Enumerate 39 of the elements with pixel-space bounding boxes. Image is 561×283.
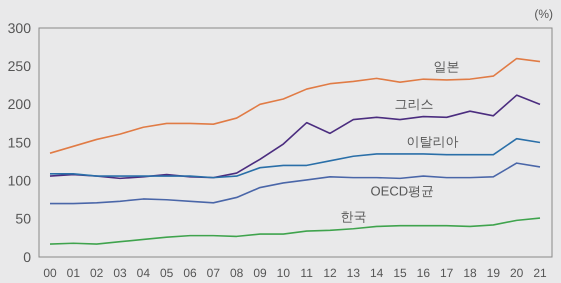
x-tick-label: 10 (276, 266, 290, 280)
series-label: 이탈리아 (406, 134, 459, 149)
x-tick-label: 12 (323, 266, 337, 280)
x-tick-label: 04 (136, 266, 150, 280)
x-tick-label: 15 (393, 266, 407, 280)
series-label: 그리스 (394, 96, 434, 112)
x-tick-label: 20 (510, 266, 524, 280)
x-tick-label: 00 (43, 266, 57, 280)
series-label: OECD평균 (370, 183, 434, 198)
x-tick-label: 11 (300, 266, 314, 280)
x-tick-label: 19 (486, 266, 500, 280)
x-tick-label: 18 (463, 266, 477, 280)
x-tick-label: 06 (183, 266, 197, 280)
x-tick-label: 17 (440, 266, 454, 280)
line-series (49, 58, 541, 154)
line-series (49, 94, 541, 180)
series-label: 한국 (340, 208, 366, 224)
line-series (49, 138, 541, 178)
x-tick-label: 08 (230, 266, 244, 280)
x-tick-label: 14 (370, 266, 384, 280)
y-tick-label: 0 (23, 248, 32, 265)
y-tick-label: 150 (8, 134, 32, 150)
x-tick-label: 03 (113, 266, 127, 280)
x-tick-label: 21 (533, 266, 547, 280)
x-tick-label: 09 (253, 266, 267, 280)
line-series (49, 162, 541, 204)
series-label: 일본 (434, 58, 460, 74)
x-tick-label: 02 (90, 266, 104, 280)
text: (%) (534, 7, 553, 21)
x-tick-label: 16 (416, 266, 430, 280)
y-tick-label: 250 (8, 58, 32, 74)
y-tick-label: 300 (8, 20, 32, 36)
x-tick-label: 01 (66, 266, 80, 280)
y-tick-label: 200 (8, 96, 32, 112)
x-tick-label: 07 (206, 266, 220, 280)
y-tick-label: 100 (8, 172, 32, 189)
y-tick-label: 50 (15, 210, 32, 227)
x-tick-label: 05 (160, 266, 174, 280)
x-tick-label: 13 (346, 266, 360, 280)
